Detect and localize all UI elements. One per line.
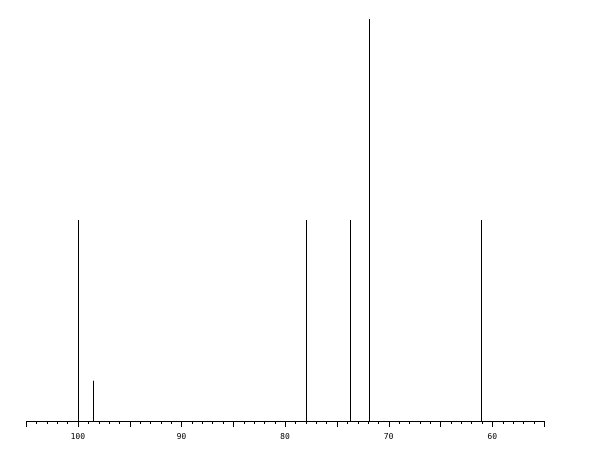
x-tick-label: 100 xyxy=(71,432,86,441)
peaks xyxy=(78,19,482,421)
x-tick-label: 60 xyxy=(487,432,497,441)
x-axis-ticks xyxy=(26,421,545,427)
x-tick-label: 70 xyxy=(384,432,394,441)
x-tick-label: 80 xyxy=(280,432,290,441)
x-axis-labels: 100 90 80 70 60 xyxy=(71,432,498,441)
x-tick-label: 90 xyxy=(177,432,187,441)
